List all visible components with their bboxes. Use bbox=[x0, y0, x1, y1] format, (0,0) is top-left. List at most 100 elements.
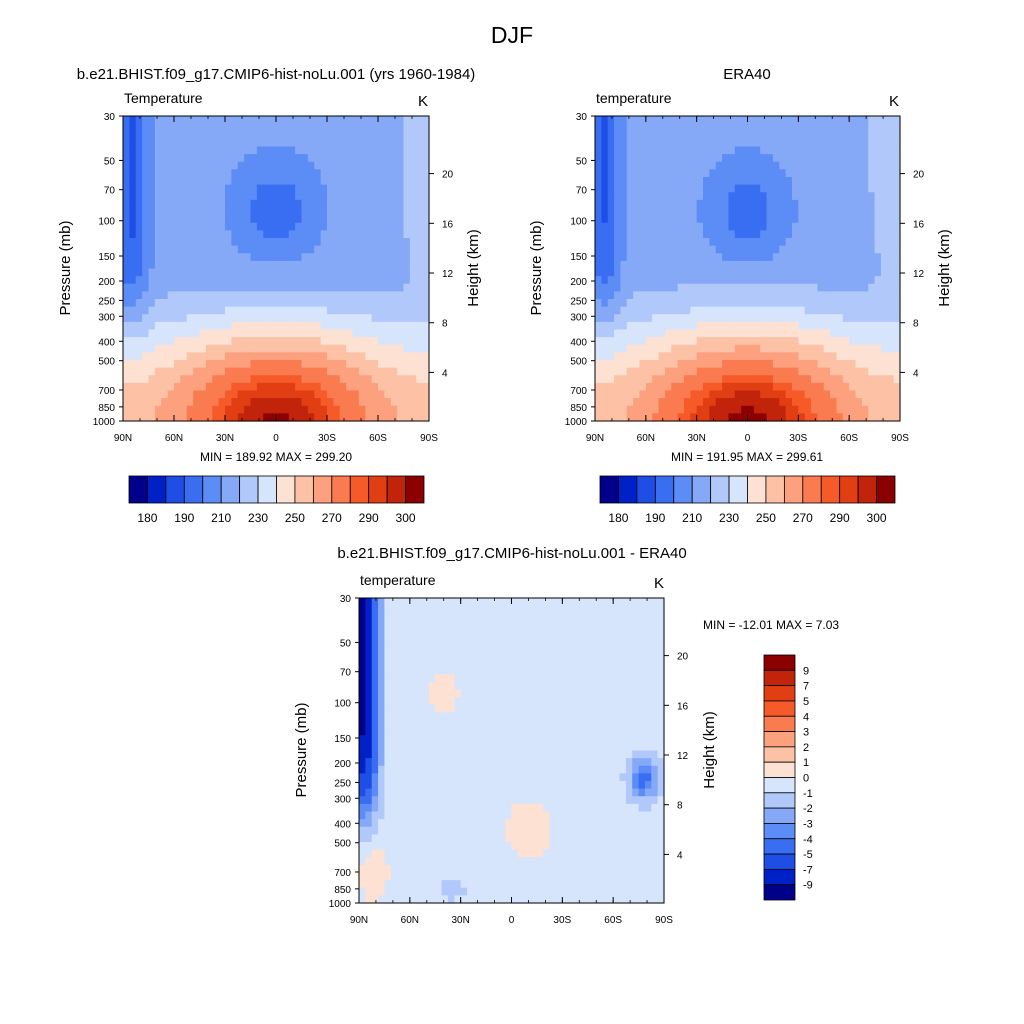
field-cell bbox=[288, 177, 296, 186]
field-cell bbox=[276, 268, 283, 277]
field-cell bbox=[657, 613, 665, 622]
field-cell bbox=[753, 169, 761, 178]
field-cell bbox=[747, 314, 755, 323]
field-cell bbox=[269, 344, 277, 353]
pressure-tick-label: 70 bbox=[576, 186, 588, 197]
field-cell bbox=[791, 245, 799, 254]
field-cell bbox=[371, 329, 379, 338]
field-cell bbox=[887, 283, 895, 292]
field-cell bbox=[142, 192, 150, 201]
field-cell bbox=[186, 245, 194, 254]
field-cell bbox=[868, 161, 876, 170]
field-cell bbox=[314, 276, 322, 285]
field-cell bbox=[842, 367, 850, 376]
field-cell bbox=[365, 666, 373, 675]
field-cell bbox=[454, 666, 462, 675]
field-cell bbox=[600, 613, 608, 622]
field-cell bbox=[473, 712, 481, 721]
field-cell bbox=[785, 367, 793, 376]
field-cell bbox=[696, 146, 704, 155]
field-cell bbox=[365, 337, 373, 346]
field-cell bbox=[403, 375, 411, 384]
field-cell bbox=[830, 344, 838, 353]
field-cell bbox=[741, 283, 749, 292]
field-cell bbox=[830, 253, 838, 262]
field-cell bbox=[517, 636, 525, 645]
field-cell bbox=[174, 177, 181, 186]
field-cell bbox=[237, 329, 245, 338]
field-cell bbox=[288, 131, 296, 140]
field-cell bbox=[365, 238, 373, 247]
field-cell bbox=[282, 375, 290, 384]
field-cell bbox=[722, 146, 730, 155]
field-cell bbox=[365, 123, 373, 132]
field-cell bbox=[728, 154, 736, 163]
field-cell bbox=[142, 260, 150, 270]
field-cell bbox=[893, 116, 901, 125]
field-cell bbox=[416, 352, 424, 361]
field-cell bbox=[403, 659, 411, 668]
field-cell bbox=[378, 154, 385, 163]
field-cell bbox=[753, 299, 761, 308]
field-cell bbox=[378, 131, 385, 140]
field-cell bbox=[129, 116, 137, 125]
field-cell bbox=[276, 390, 283, 399]
field-cell bbox=[167, 291, 175, 300]
field-cell bbox=[874, 116, 882, 125]
field-cell bbox=[606, 712, 614, 721]
field-cell bbox=[575, 666, 582, 675]
field-cell bbox=[129, 230, 137, 239]
field-cell bbox=[282, 238, 290, 247]
field-cell bbox=[690, 260, 698, 270]
field-cell bbox=[231, 131, 239, 140]
field-cell bbox=[244, 238, 252, 247]
field-cell bbox=[390, 352, 398, 361]
field-cell bbox=[186, 123, 194, 132]
field-cell bbox=[842, 199, 850, 209]
field-cell bbox=[193, 199, 201, 209]
field-cell bbox=[779, 314, 787, 323]
field-cell bbox=[644, 613, 652, 622]
field-cell bbox=[549, 636, 557, 645]
field-cell bbox=[798, 321, 806, 331]
field-cell bbox=[779, 291, 787, 300]
field-cell bbox=[205, 382, 213, 392]
field-cell bbox=[142, 283, 150, 292]
field-cell bbox=[614, 268, 622, 277]
field-cell bbox=[811, 199, 818, 209]
field-cell bbox=[536, 628, 544, 637]
field-cell bbox=[651, 651, 659, 660]
field-cell bbox=[320, 215, 328, 224]
colorbar-swatch bbox=[220, 475, 241, 504]
field-cell bbox=[416, 712, 424, 721]
field-cell bbox=[282, 199, 290, 209]
field-cell bbox=[358, 367, 366, 376]
field-cell bbox=[193, 299, 201, 308]
field-cell bbox=[416, 704, 424, 713]
field-cell bbox=[199, 253, 207, 262]
field-cell bbox=[530, 643, 538, 652]
field-cell bbox=[639, 123, 647, 132]
field-cell bbox=[703, 299, 710, 308]
field-cell bbox=[595, 184, 602, 193]
field-cell bbox=[664, 138, 672, 148]
field-cell bbox=[129, 283, 137, 292]
field-cell bbox=[651, 598, 659, 607]
field-cell bbox=[632, 704, 640, 713]
field-cell bbox=[154, 337, 162, 346]
field-cell bbox=[282, 306, 290, 315]
field-cell bbox=[320, 199, 328, 209]
field-cell bbox=[295, 283, 303, 292]
height-tick-label: 8 bbox=[913, 319, 919, 330]
field-cell bbox=[435, 643, 443, 652]
field-cell bbox=[142, 138, 150, 148]
field-cell bbox=[199, 382, 207, 392]
field-cell bbox=[218, 360, 226, 369]
field-cell bbox=[301, 169, 309, 178]
panel-era40-title: ERA40 bbox=[723, 66, 771, 83]
field-cell bbox=[543, 727, 551, 736]
field-cell bbox=[657, 697, 665, 706]
field-cell bbox=[887, 344, 895, 353]
field-cell bbox=[269, 390, 277, 399]
field-cell bbox=[479, 681, 487, 691]
